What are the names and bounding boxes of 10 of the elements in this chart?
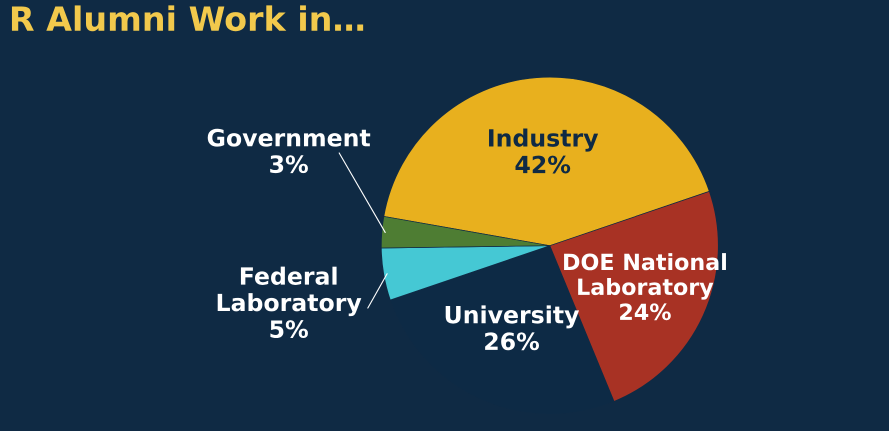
slice-label: Government xyxy=(208,128,370,147)
data-label: 42% xyxy=(515,156,570,174)
data-label: 24% xyxy=(620,303,671,320)
slice-label: Industry xyxy=(489,128,598,152)
data-label: 3% xyxy=(270,155,308,174)
slice-label: University xyxy=(446,305,580,328)
slice-label: Federal Laboratory xyxy=(218,266,362,316)
chart-title: R Alumni Work in… xyxy=(12,5,364,32)
data-label: 26% xyxy=(485,332,540,350)
data-label: 5% xyxy=(270,320,308,338)
